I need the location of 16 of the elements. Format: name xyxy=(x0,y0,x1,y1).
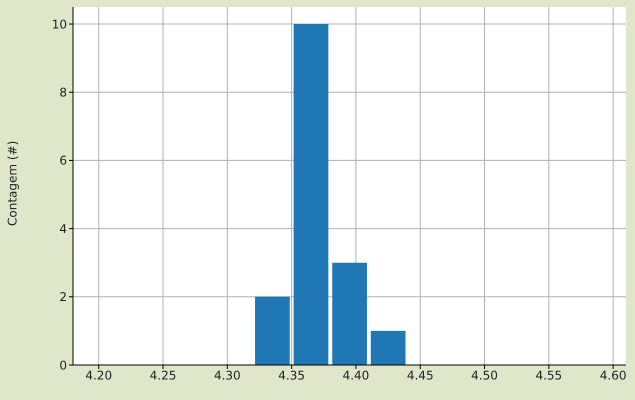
y-tick-label: 0 xyxy=(59,358,67,372)
x-tick-label: 4.20 xyxy=(85,368,112,383)
y-axis-title: Contagem (#) xyxy=(5,140,20,226)
x-tick-label: 4.40 xyxy=(342,368,370,383)
x-tick-label: 4.60 xyxy=(600,368,626,383)
y-tick-label: 4 xyxy=(59,222,67,236)
x-tick-label: 4.50 xyxy=(471,368,498,383)
x-tick-label: 4.45 xyxy=(406,368,434,383)
x-tick-label: 4.55 xyxy=(535,368,562,383)
y-tick-label: 8 xyxy=(59,86,67,100)
x-tick-label: 4.30 xyxy=(214,368,241,383)
x-tick-label: 4.35 xyxy=(278,368,305,383)
y-tick-label: 2 xyxy=(59,290,67,304)
y-tick-label: 6 xyxy=(59,154,67,168)
y-tick-label: 10 xyxy=(52,17,67,32)
x-tick-label: 4.25 xyxy=(150,368,176,383)
